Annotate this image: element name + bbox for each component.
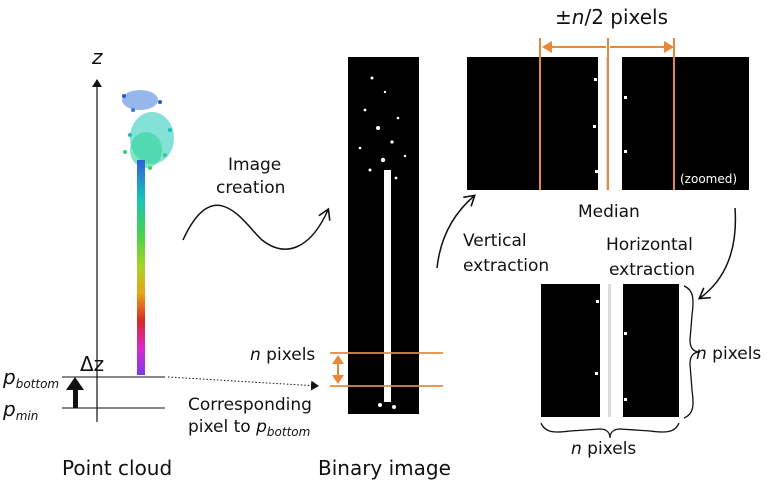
binary-image-panel: n pixels Corresponding pixel to pbottom … [167, 57, 451, 480]
up-arrow-shaft [73, 389, 78, 408]
p-min-label: pmin [2, 397, 38, 423]
n-pixels-label: n pixels [250, 345, 315, 365]
delta-z-label: Δz [80, 352, 104, 376]
binary-stem [384, 170, 391, 402]
z-axis-label: z [91, 45, 103, 69]
stem-points [137, 160, 145, 375]
vertical-extraction-arrow [436, 194, 476, 269]
corresponding-label-1: Corresponding [188, 395, 312, 415]
up-arrow-icon [66, 377, 84, 390]
image-creation-arrow [182, 204, 331, 250]
zoomed-stem [598, 57, 622, 190]
canopy-points [122, 90, 174, 177]
binary-image-caption: Binary image [318, 456, 451, 480]
horizontal-extraction-panel: Horizontal extraction n pixels n pixels [540, 207, 761, 459]
correspondence-arrow [167, 376, 319, 391]
median-label: Median [578, 202, 640, 222]
vertical-label-2: extraction [463, 256, 549, 276]
binary-image [348, 57, 419, 414]
image-creation-label-1: Image [228, 155, 281, 175]
p-bottom-label: pbottom [2, 365, 59, 391]
point-cloud-caption: Point cloud [62, 456, 172, 480]
bottom-brace [540, 422, 680, 439]
image-creation-label-2: creation [216, 178, 285, 198]
horizontal-extraction-arrow [697, 207, 737, 300]
zoomed-label: (zoomed) [680, 172, 737, 186]
n-pixels-right-label: n pixels [696, 344, 761, 364]
point-cloud-panel: z Δz pbottom pmin Point cloud [2, 45, 174, 480]
result-stem [600, 284, 623, 417]
right-brace [683, 285, 701, 419]
corresponding-label-2: pixel to pbottom [188, 417, 310, 439]
horizontal-label-2: extraction [609, 260, 695, 280]
vertical-extraction-panel: ±n/2 pixels (zoomed) Median Vertical ext… [436, 5, 749, 276]
horizontal-label-1: Horizontal [606, 235, 693, 255]
image-creation: Image creation [182, 155, 331, 250]
half-n-pixels-label: ±n/2 pixels [555, 5, 668, 29]
n-pixels-bottom-label: n pixels [571, 439, 636, 459]
vertical-label-1: Vertical [463, 231, 527, 251]
